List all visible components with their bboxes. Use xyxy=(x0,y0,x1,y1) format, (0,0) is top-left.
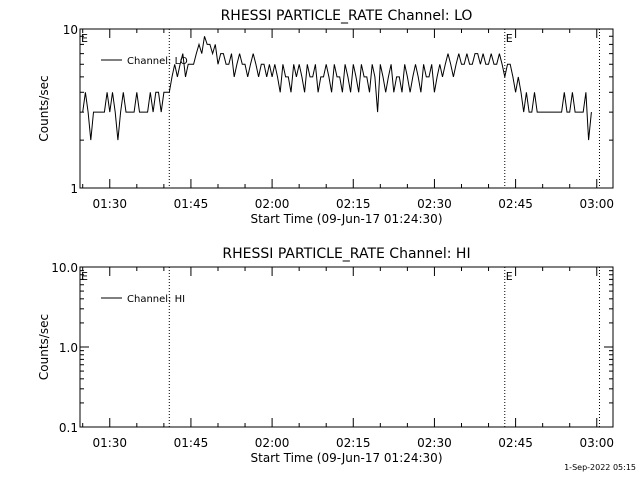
chart1-xtick-label: 03:00 xyxy=(579,197,614,211)
chart1-event-marker-label: E xyxy=(506,32,513,45)
chart2-x-axis-label: Start Time (09-Jun-17 01:24:30) xyxy=(251,451,443,465)
chart2-xtick-label: 02:30 xyxy=(417,436,452,450)
chart1-xtick-label: 01:45 xyxy=(174,197,209,211)
chart1-y-axis-label: Counts/sec xyxy=(37,75,51,141)
chart2-event-marker-label: E xyxy=(81,270,88,283)
chart1-xtick-label: 02:45 xyxy=(498,197,533,211)
chart2-ytick-label: 1.0 xyxy=(59,341,78,355)
chart1-xtick-label: 02:30 xyxy=(417,197,452,211)
chart2-y-axis-label: Counts/sec xyxy=(37,314,51,380)
footer-timestamp: 1-Sep-2022 05:15 xyxy=(564,463,636,472)
chart1-event-marker-label: E xyxy=(81,32,88,45)
chart2-xtick-label: 02:45 xyxy=(498,436,533,450)
chart2-xtick-label: 01:45 xyxy=(174,436,209,450)
chart1-xtick-label: 02:00 xyxy=(255,197,290,211)
chart1-plot-frame xyxy=(79,28,614,189)
chart2-title: RHESSI PARTICLE_RATE Channel: HI xyxy=(222,246,470,262)
chart1-x-axis-label: Start Time (09-Jun-17 01:24:30) xyxy=(251,212,443,226)
chart2-event-marker-label: E xyxy=(506,270,513,283)
chart1-ytick-label: 1 xyxy=(70,182,78,196)
chart2-ytick-label: 10.0 xyxy=(51,261,78,275)
chart1-ytick-label: 10 xyxy=(63,23,78,37)
chart2-xtick-label: 03:00 xyxy=(579,436,614,450)
chart1-xtick-label: 01:30 xyxy=(92,197,127,211)
chart1-xtick-label: 02:15 xyxy=(336,197,371,211)
chart2-ytick-label: 0.1 xyxy=(59,421,78,435)
chart1-legend-label: Channel: LO xyxy=(127,56,188,67)
chart2-legend-label: Channel: HI xyxy=(127,294,185,305)
chart1-series-line xyxy=(82,36,592,141)
chart1-title: RHESSI PARTICLE_RATE Channel: LO xyxy=(221,8,473,24)
chart2-xtick-label: 02:00 xyxy=(255,436,290,450)
chart2-plot-frame xyxy=(79,266,614,428)
chart2-xtick-label: 01:30 xyxy=(92,436,127,450)
chart2-xtick-label: 02:15 xyxy=(336,436,371,450)
